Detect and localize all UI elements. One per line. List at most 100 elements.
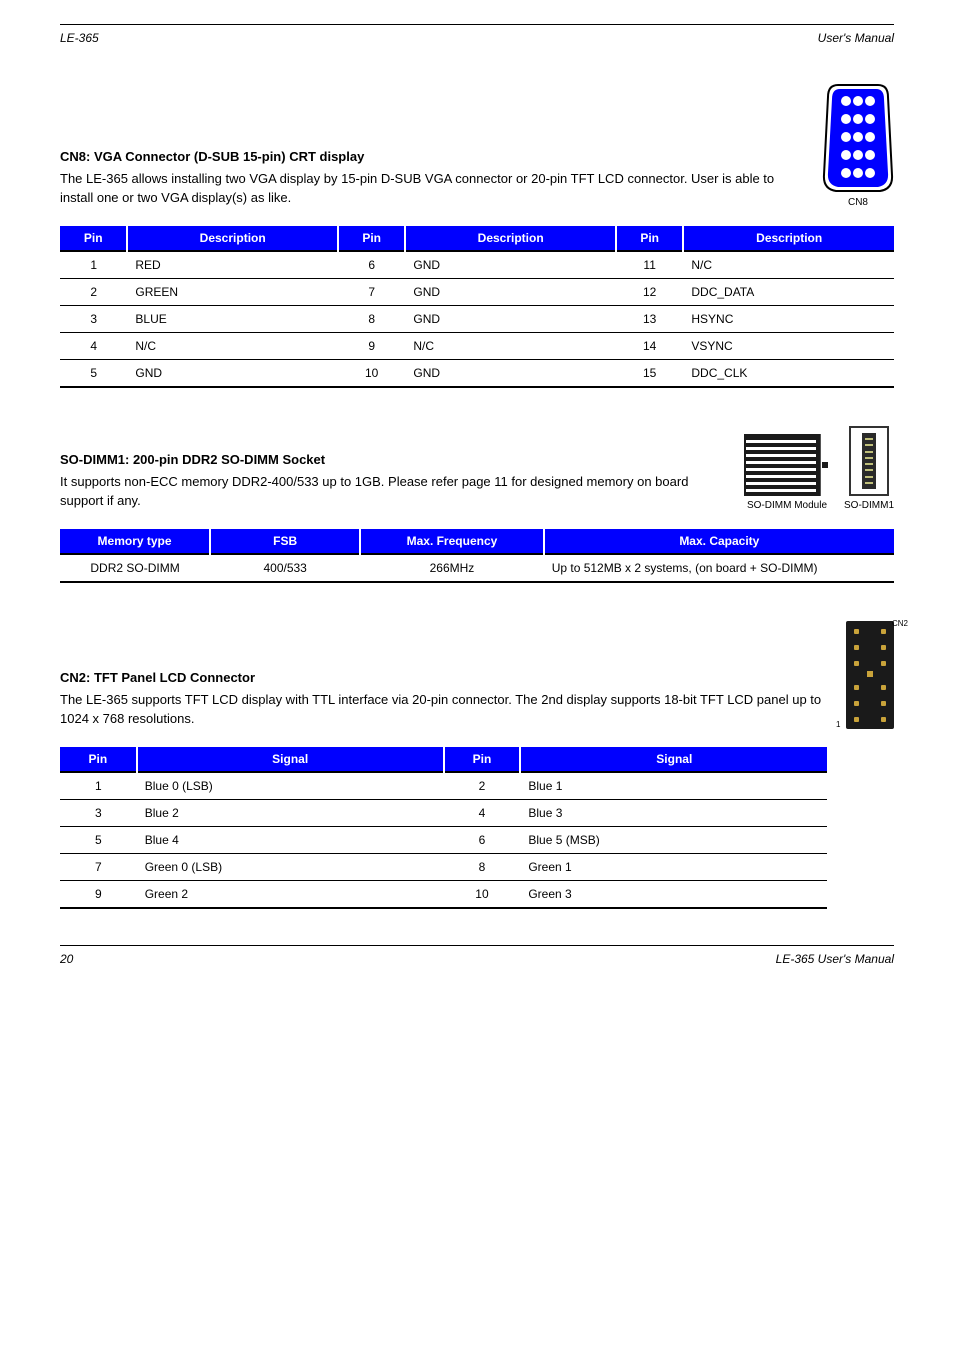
vga-pin-table: Pin Description Pin Description Pin Desc… <box>60 226 894 388</box>
table-row: 2GREEN7GND12DDC_DATA <box>60 279 894 306</box>
dimm-desc: It supports non-ECC memory DDR2-400/533 … <box>60 473 726 511</box>
tft-graphic-wrap: 1 CN2 <box>846 621 894 729</box>
cell: RED <box>127 251 338 279</box>
cell: 7 <box>338 279 405 306</box>
header-right: User's Manual <box>818 31 894 45</box>
tft-pin-table: Pin Signal Pin Signal 1Blue 0 (LSB)2Blue… <box>60 747 827 909</box>
cell: N/C <box>127 333 338 360</box>
cell: 6 <box>338 251 405 279</box>
dimm-slot-icon <box>849 426 889 496</box>
vga-connector-icon <box>822 83 894 193</box>
table-row: 1RED6GND11N/C <box>60 251 894 279</box>
cell: Green 3 <box>520 881 827 909</box>
cell: N/C <box>683 251 894 279</box>
cell: 1 <box>60 772 137 800</box>
cell: 400/533 <box>210 554 360 582</box>
cell: Blue 4 <box>137 827 444 854</box>
top-rule <box>60 24 894 25</box>
cell: 9 <box>60 881 137 909</box>
th: Pin <box>444 747 521 772</box>
cell: 9 <box>338 333 405 360</box>
cell: 5 <box>60 360 127 388</box>
cell: GND <box>405 306 616 333</box>
cell: Up to 512MB x 2 systems, (on board + SO-… <box>544 554 894 582</box>
cell: GND <box>405 251 616 279</box>
cell: 10 <box>338 360 405 388</box>
tft-desc: The LE-365 supports TFT LCD display with… <box>60 691 828 729</box>
cell: 4 <box>60 333 127 360</box>
table-row: 7Green 0 (LSB)8Green 1 <box>60 854 827 881</box>
table-row: 3BLUE8GND13HSYNC <box>60 306 894 333</box>
cell: 3 <box>60 306 127 333</box>
cell: 1 <box>60 251 127 279</box>
cell: 8 <box>338 306 405 333</box>
cell: Blue 0 (LSB) <box>137 772 444 800</box>
cell: Blue 2 <box>137 800 444 827</box>
th: Pin <box>616 226 683 251</box>
table-row: 3Blue 24Blue 3 <box>60 800 827 827</box>
vga-graphic-label: CN8 <box>848 197 868 208</box>
cell: 3 <box>60 800 137 827</box>
table-row: 5GND10GND15DDC_CLK <box>60 360 894 388</box>
tft-title: CN2: TFT Panel LCD Connector <box>60 670 828 685</box>
dimm-table: Memory type FSB Max. Frequency Max. Capa… <box>60 529 894 583</box>
cell: 7 <box>60 854 137 881</box>
cell: VSYNC <box>683 333 894 360</box>
cell: 2 <box>444 772 521 800</box>
cell: Blue 1 <box>520 772 827 800</box>
cell: DDC_CLK <box>683 360 894 388</box>
th: Description <box>405 226 616 251</box>
th: FSB <box>210 529 360 554</box>
cell: 5 <box>60 827 137 854</box>
cell: GREEN <box>127 279 338 306</box>
vga-desc: The LE-365 allows installing two VGA dis… <box>60 170 804 208</box>
cell: Blue 3 <box>520 800 827 827</box>
cell: BLUE <box>127 306 338 333</box>
th: Description <box>683 226 894 251</box>
vga-graphic-wrap: CN8 <box>822 83 894 208</box>
table-row: 9Green 210Green 3 <box>60 881 827 909</box>
cell: GND <box>127 360 338 388</box>
cell: GND <box>405 360 616 388</box>
th: Pin <box>60 226 127 251</box>
cell: DDR2 SO-DIMM <box>60 554 210 582</box>
th: Pin <box>338 226 405 251</box>
tft-cn-label: CN2 <box>892 619 908 628</box>
table-row: 5Blue 46Blue 5 (MSB) <box>60 827 827 854</box>
cell: 14 <box>616 333 683 360</box>
cell: HSYNC <box>683 306 894 333</box>
cell: Blue 5 (MSB) <box>520 827 827 854</box>
cell: 13 <box>616 306 683 333</box>
header-left: LE-365 <box>60 31 99 45</box>
cell: N/C <box>405 333 616 360</box>
cell: 15 <box>616 360 683 388</box>
footer-left: 20 <box>60 952 73 966</box>
cell: 266MHz <box>360 554 543 582</box>
cell: 4 <box>444 800 521 827</box>
table-row: DDR2 SO-DIMM400/533266MHzUp to 512MB x 2… <box>60 554 894 582</box>
bottom-rule <box>60 945 894 946</box>
page-footer: 20 LE-365 User's Manual <box>60 952 894 966</box>
section-vga: CN8: VGA Connector (D-SUB 15-pin) CRT di… <box>60 83 894 388</box>
section-tft: CN2: TFT Panel LCD Connector The LE-365 … <box>60 621 894 909</box>
th: Signal <box>137 747 444 772</box>
cell: 8 <box>444 854 521 881</box>
cell: 11 <box>616 251 683 279</box>
cell: 12 <box>616 279 683 306</box>
cell: DDC_DATA <box>683 279 894 306</box>
dimm-module-icon <box>744 434 830 496</box>
cell: Green 1 <box>520 854 827 881</box>
dimm-graphic-wrap: SO-DIMM Module SO-DIMM1 <box>744 426 894 511</box>
th: Memory type <box>60 529 210 554</box>
cell: 10 <box>444 881 521 909</box>
cell: 2 <box>60 279 127 306</box>
vga-title: CN8: VGA Connector (D-SUB 15-pin) CRT di… <box>60 149 804 164</box>
cell: 6 <box>444 827 521 854</box>
cell: GND <box>405 279 616 306</box>
dimm-title: SO-DIMM1: 200-pin DDR2 SO-DIMM Socket <box>60 452 726 467</box>
th: Description <box>127 226 338 251</box>
dimm-module-label: SO-DIMM Module <box>747 500 827 511</box>
cell: Green 2 <box>137 881 444 909</box>
footer-right: LE-365 User's Manual <box>776 952 894 966</box>
dimm-slot-label: SO-DIMM1 <box>844 500 894 511</box>
